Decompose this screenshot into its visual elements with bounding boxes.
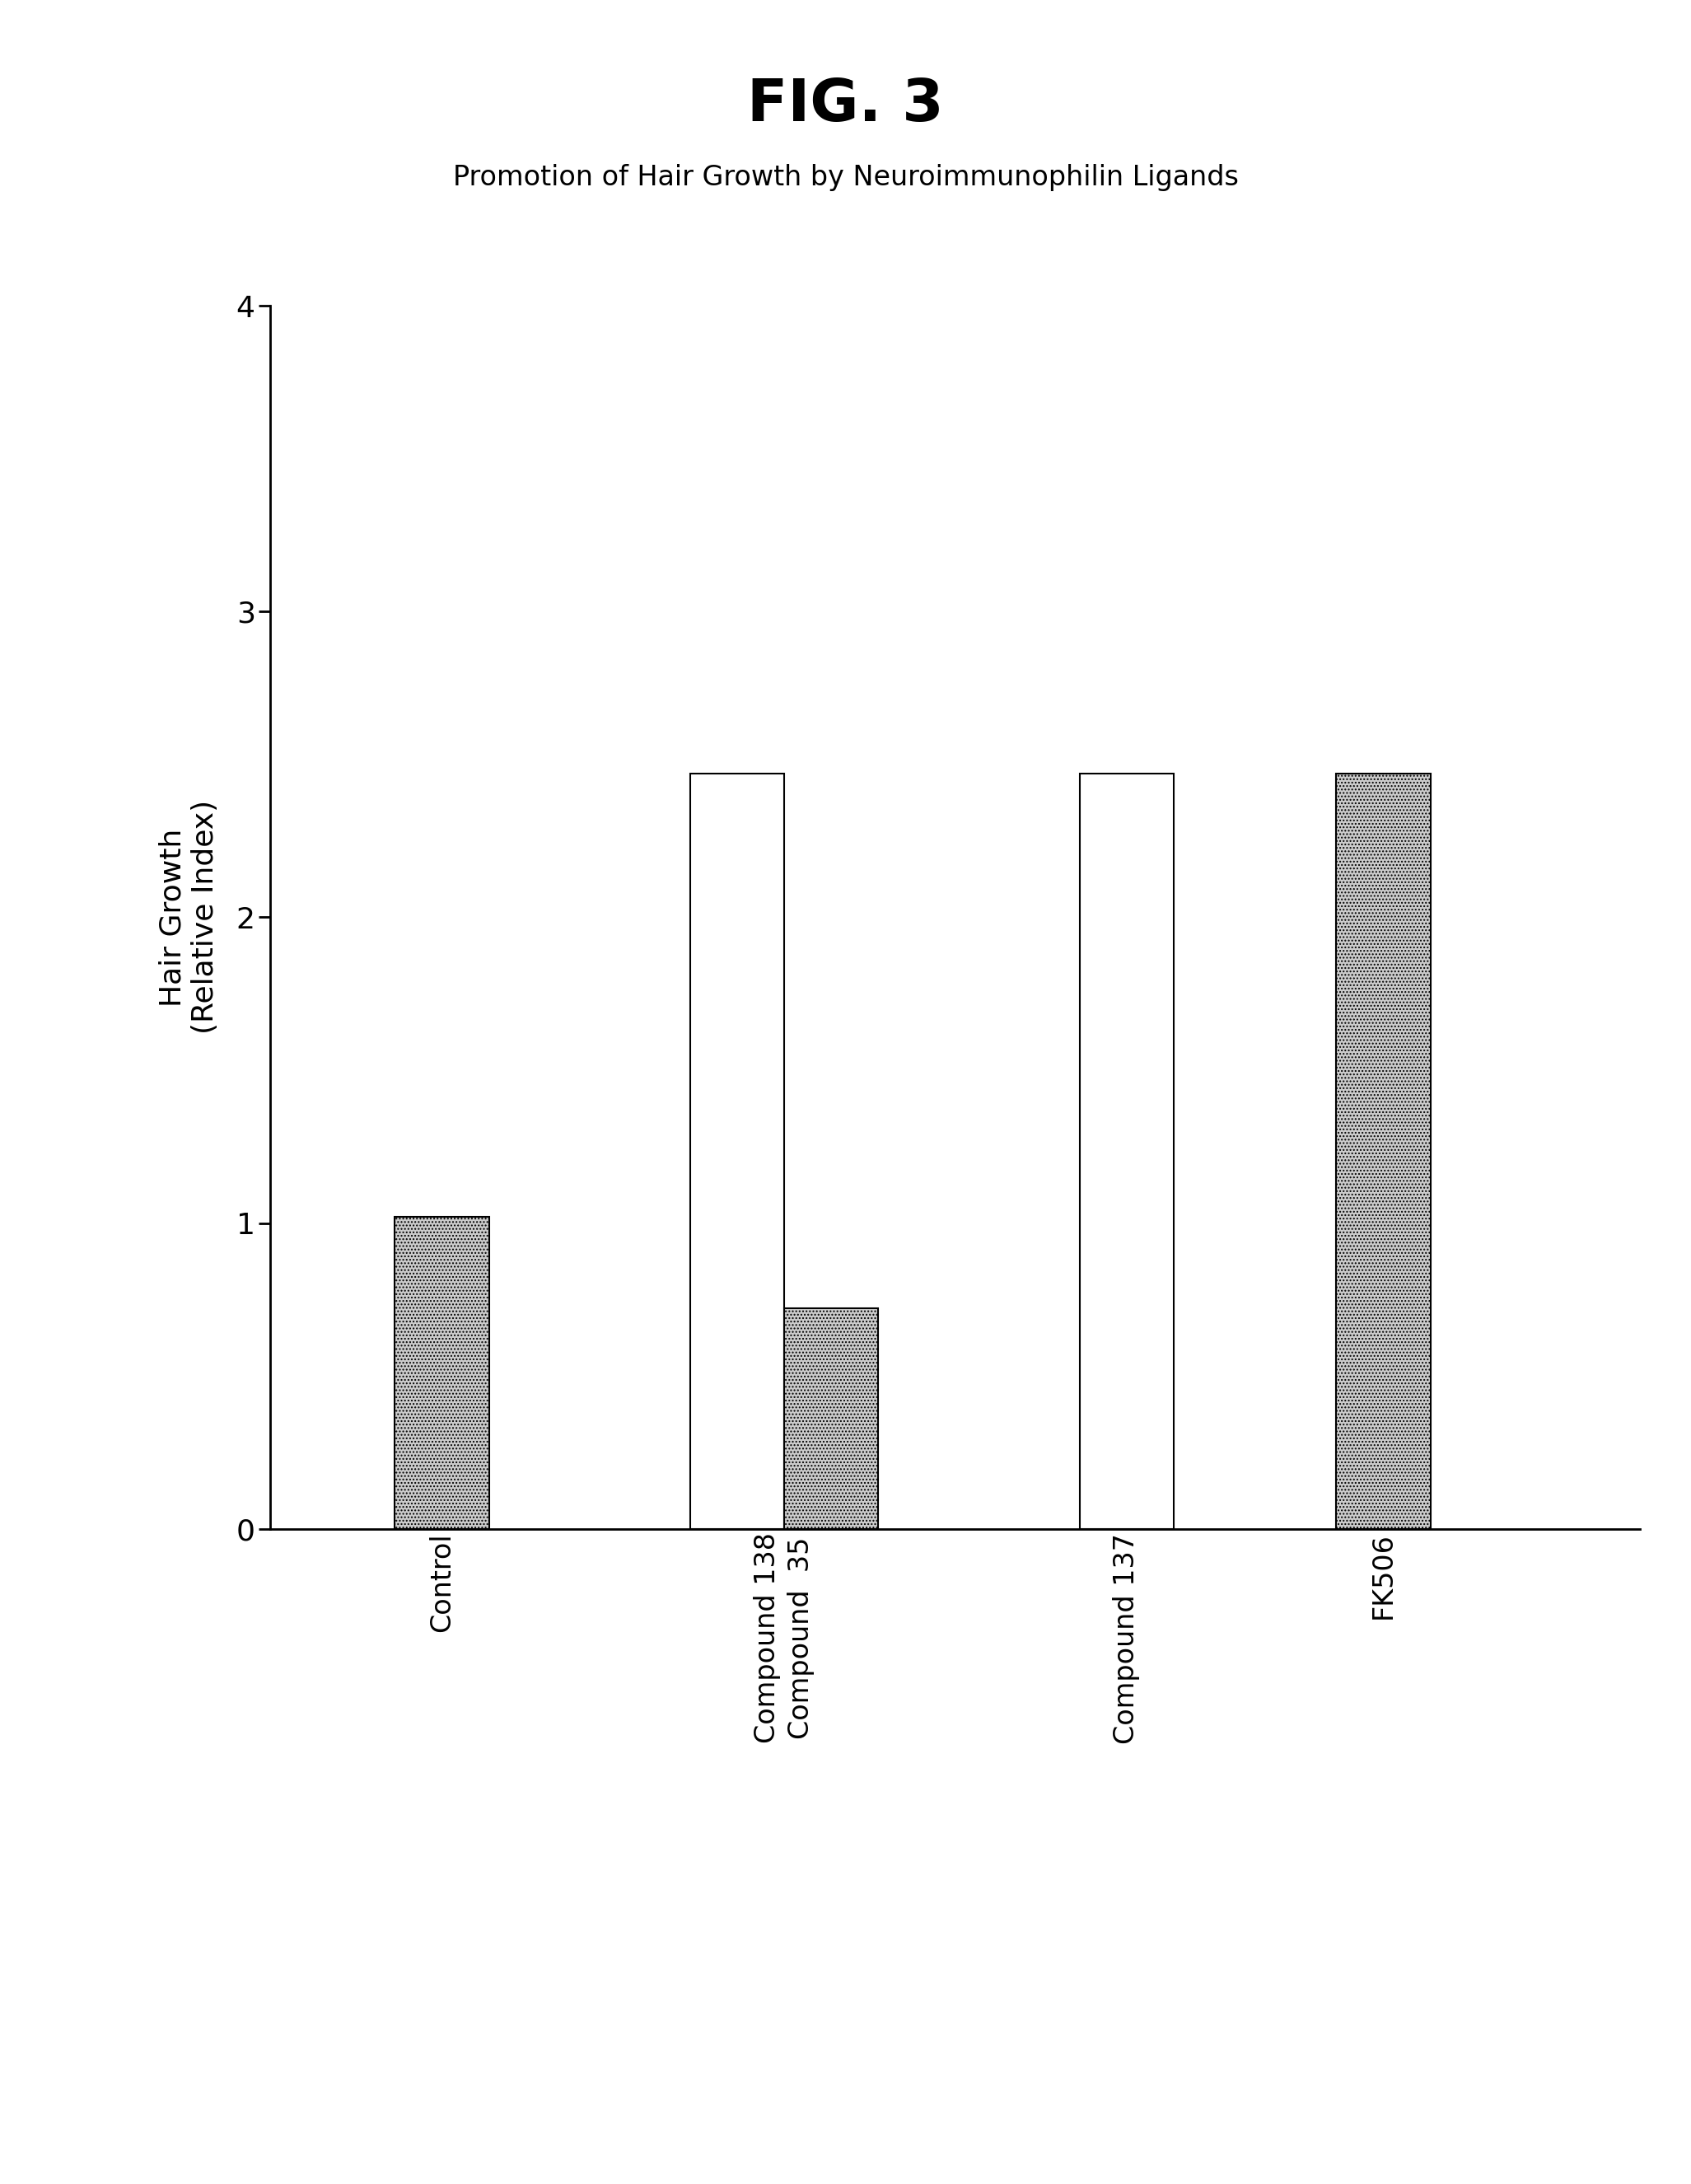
Bar xyxy=(785,1308,878,1529)
Y-axis label: Hair Growth
(Relative Index): Hair Growth (Relative Index) xyxy=(159,799,220,1035)
Bar xyxy=(1079,773,1174,1529)
Text: FIG. 3: FIG. 3 xyxy=(747,76,944,133)
Bar xyxy=(1336,773,1431,1529)
Text: Promotion of Hair Growth by Neuroimmunophilin Ligands: Promotion of Hair Growth by Neuroimmunop… xyxy=(453,164,1238,190)
Bar xyxy=(690,773,785,1529)
Bar xyxy=(394,1216,489,1529)
